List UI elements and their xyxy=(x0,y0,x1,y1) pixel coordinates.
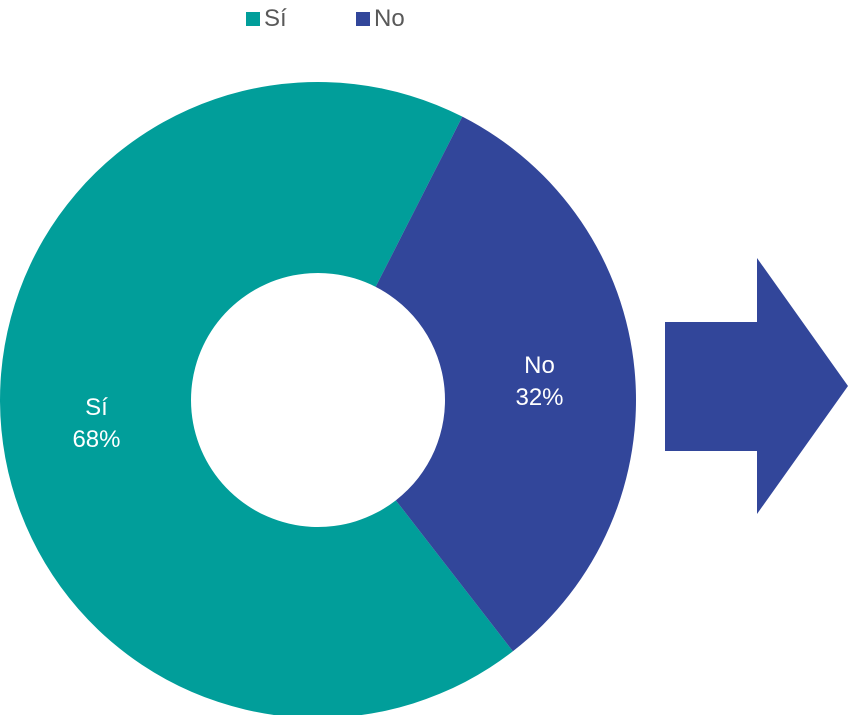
legend-swatch-si xyxy=(246,12,260,26)
legend-label-si: Sí xyxy=(264,5,287,32)
slice-label-category-si: Sí xyxy=(85,394,108,421)
donut-slice-si xyxy=(0,82,513,715)
slice-label-category-no: No xyxy=(524,352,555,379)
legend-label-no: No xyxy=(374,5,405,32)
legend-item-si: Sí xyxy=(246,2,287,36)
legend-item-no: No xyxy=(356,2,405,36)
slice-label-percent-si: 68% xyxy=(72,426,120,453)
donut-slice-no xyxy=(375,116,636,652)
donut-slice-labels: Sí 68% No 32% xyxy=(72,352,563,453)
right-arrow-icon xyxy=(665,258,848,514)
donut-slices xyxy=(0,82,636,715)
slice-label-percent-no: 32% xyxy=(515,384,563,411)
legend-swatch-no xyxy=(356,12,370,26)
chart-legend: Sí No xyxy=(0,2,849,36)
